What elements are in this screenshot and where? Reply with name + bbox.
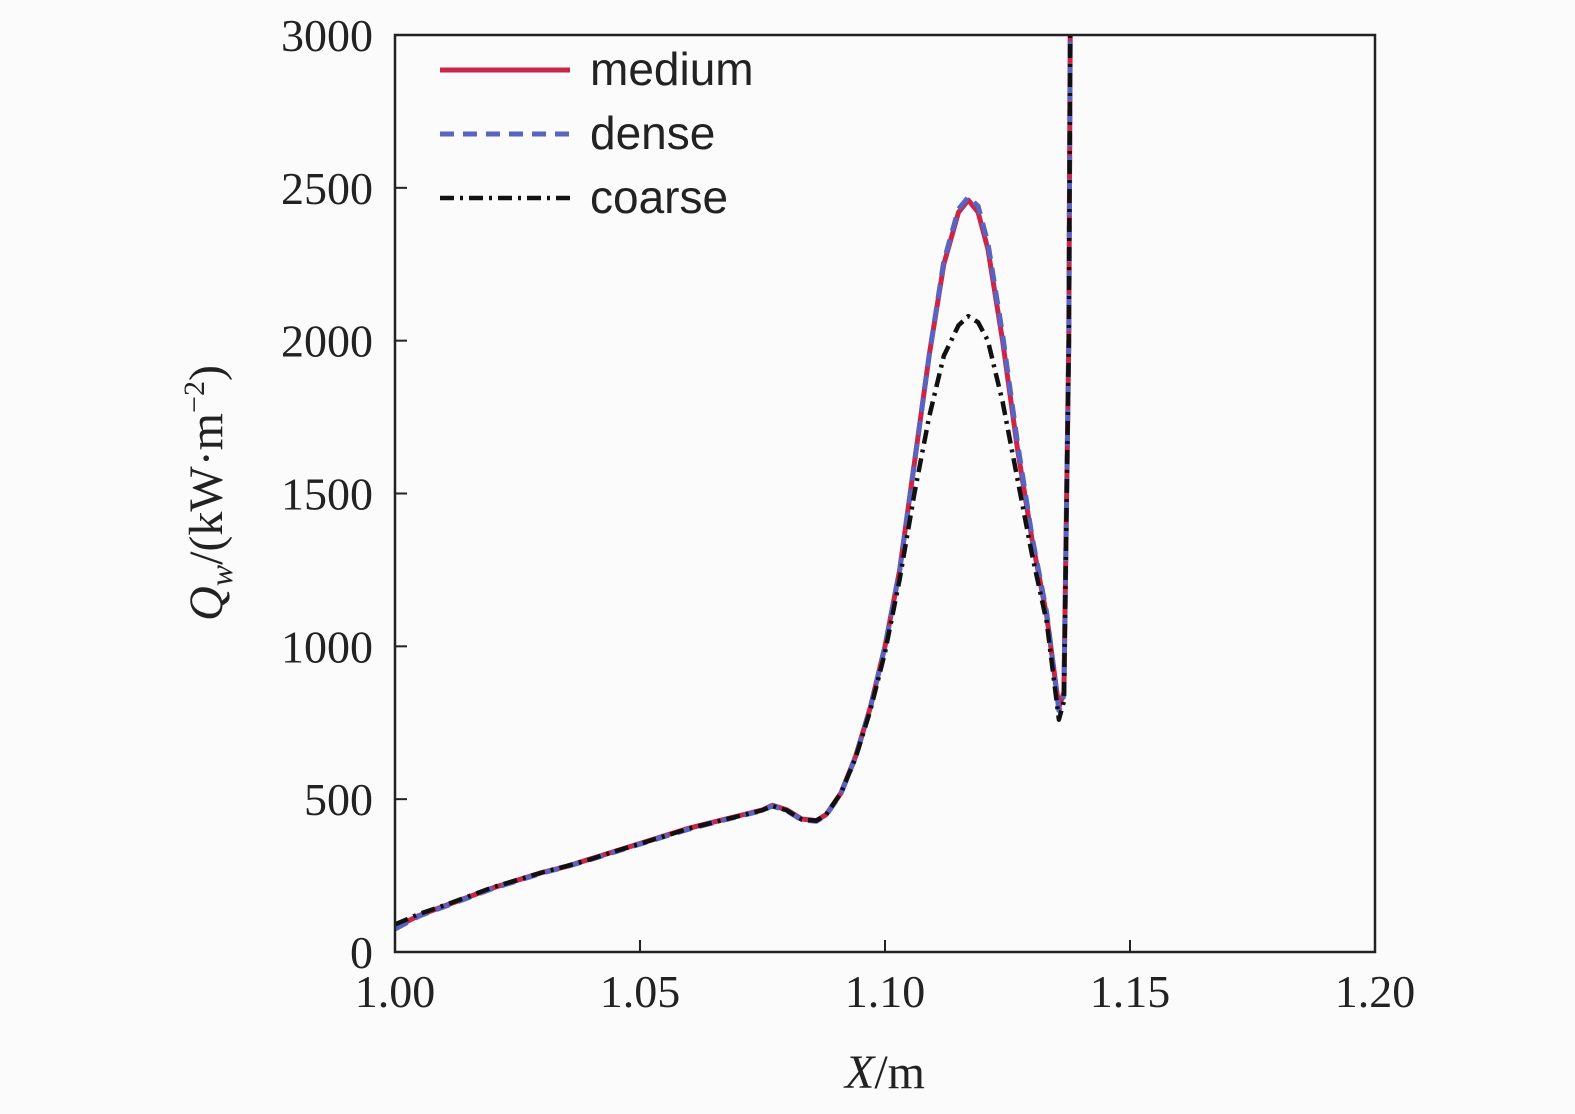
plot-frame: [393, 33, 1377, 954]
legend-label-dense: dense: [590, 107, 715, 159]
y-tick-label: 3000: [281, 10, 373, 61]
x-tick-label: 1.10: [845, 966, 926, 1017]
y-axis-sub: w: [203, 564, 239, 586]
legend: medium dense coarse: [440, 43, 754, 223]
legend-label-coarse: coarse: [590, 171, 728, 223]
y-ticks: 0 500 1000 1500 2000 2500 3000: [281, 10, 407, 978]
y-axis-unit-sup: −2: [178, 381, 211, 413]
x-tick-label: 1.20: [1335, 966, 1416, 1017]
y-tick-label: 500: [304, 774, 373, 825]
x-tick-label: 1.00: [355, 966, 436, 1017]
y-tick-label: 1000: [281, 621, 373, 672]
y-tick-label: 2000: [281, 316, 373, 367]
series-line-coarse: [395, 34, 1073, 927]
x-axis-unit: /m: [874, 1046, 925, 1099]
x-tick-label: 1.05: [600, 966, 681, 1017]
plot-area: [395, 34, 1073, 932]
x-tick-label: 1.15: [1090, 966, 1171, 1017]
y-tick-label: 0: [350, 927, 373, 978]
x-axis-var: X: [843, 1046, 876, 1099]
legend-label-medium: medium: [590, 43, 754, 95]
y-axis-unit-post: ): [180, 365, 233, 381]
y-axis-var: Q: [180, 586, 233, 621]
y-tick-label: 2500: [281, 163, 373, 214]
x-ticks: 1.00 1.05 1.10 1.15 1.20: [355, 940, 1416, 1017]
y-axis-unit-pre: /(kW·m: [180, 413, 233, 565]
y-tick-label: 1500: [281, 469, 373, 520]
y-axis-title: Qw/(kW·m−2): [178, 365, 239, 621]
series-line-dense: [395, 34, 1073, 932]
axes: [393, 33, 1377, 954]
x-axis-title: X/m: [843, 1046, 925, 1099]
series-line-medium: [395, 34, 1073, 930]
